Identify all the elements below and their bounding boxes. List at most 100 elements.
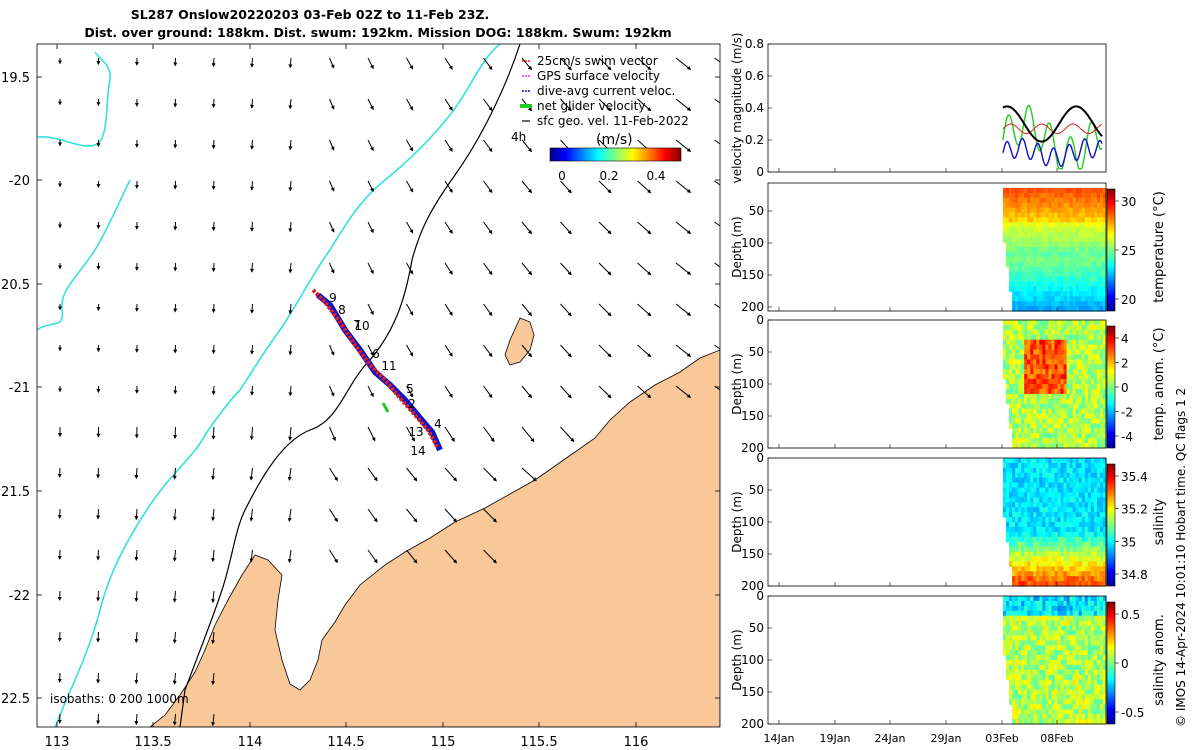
heatmap-cell: [1057, 222, 1062, 228]
heatmap-cell: [1075, 566, 1080, 572]
colorbar-tick-label: 30: [1121, 195, 1136, 209]
heatmap-cell: [1081, 551, 1086, 558]
heatmap-cell: [1090, 492, 1095, 498]
heatmap-cell: [1087, 507, 1092, 513]
heatmap-cell: [1027, 660, 1031, 666]
heatmap-cell: [1051, 349, 1056, 356]
heatmap-cell: [1045, 423, 1050, 429]
heatmap-cell: [1099, 197, 1104, 204]
heatmap-cell: [1099, 458, 1104, 464]
velocity-arrow: [367, 303, 374, 316]
heatmap-cell: [1057, 423, 1062, 429]
heatmap-cell: [1042, 522, 1047, 528]
heatmap-cell: [1048, 359, 1053, 365]
heatmap-cell: [1006, 354, 1010, 360]
heatmap-cell: [1030, 359, 1034, 365]
heatmap-cell: [1084, 497, 1089, 503]
heatmap-cell: [1078, 645, 1083, 651]
heatmap-cell: [1018, 339, 1022, 346]
heatmap-cell: [1069, 541, 1074, 548]
heatmap-cell: [1054, 531, 1059, 538]
heatmap-cell: [1042, 640, 1047, 646]
heatmap-cell: [1066, 398, 1071, 405]
velocity-arrow: [211, 631, 216, 645]
heatmap-cell: [1066, 635, 1071, 641]
heatmap-cell: [1003, 369, 1007, 375]
heatmap-cell: [1012, 605, 1016, 612]
heatmap-cell: [1009, 359, 1013, 365]
heatmap-cell: [1084, 522, 1089, 528]
heatmap-cell: [1099, 276, 1104, 283]
heatmap-cell: [1066, 261, 1071, 268]
heatmap-cell: [1069, 261, 1074, 268]
heatmap-cell: [1030, 655, 1034, 661]
heatmap-cell: [1033, 266, 1037, 273]
heatmap-cell: [1006, 251, 1010, 258]
heatmap-cell: [1024, 306, 1028, 312]
heatmap-cell: [1024, 531, 1028, 538]
heatmap-cell: [1015, 242, 1019, 248]
heatmap-cell: [1075, 546, 1080, 553]
heatmap-cell: [1030, 462, 1034, 469]
heatmap-cell: [1078, 374, 1083, 380]
heatmap-cell: [1039, 207, 1043, 214]
heatmap-cell: [1012, 379, 1016, 385]
heatmap-cell: [1027, 645, 1031, 651]
heatmap-cell: [1102, 320, 1107, 326]
heatmap-cell: [1012, 576, 1016, 582]
heatmap-cell: [1042, 561, 1047, 567]
heatmap-cell: [1099, 487, 1104, 494]
heatmap-cell: [1033, 694, 1037, 700]
heatmap-cell: [1075, 596, 1080, 602]
heatmap-cell: [1057, 719, 1062, 725]
heatmap-cell: [1042, 620, 1047, 627]
heatmap-cell: [1096, 261, 1101, 268]
heatmap-cell: [1054, 359, 1059, 365]
heatmap-cell: [1042, 286, 1047, 292]
heatmap-cell: [1042, 536, 1047, 543]
heatmap-cell: [1093, 433, 1098, 439]
heatmap-cell: [1006, 635, 1010, 641]
heatmap-cell: [1102, 324, 1107, 331]
heatmap-cell: [1072, 576, 1077, 582]
heatmap-cell: [1084, 517, 1089, 523]
heatmap-cell: [1051, 669, 1056, 676]
heatmap-cell: [1063, 398, 1068, 405]
velocity-arrow: [714, 57, 720, 63]
heatmap-cell: [1033, 630, 1037, 636]
heatmap-cell: [1024, 251, 1028, 258]
heatmap-cell: [1072, 433, 1077, 439]
heatmap-cell: [1078, 384, 1083, 390]
heatmap-cell: [1021, 472, 1025, 479]
heatmap-cell: [1057, 271, 1062, 278]
heatmap-cell: [1093, 291, 1098, 297]
panel-y-tick-label: 50: [749, 483, 764, 497]
heatmap-cell: [1057, 418, 1062, 424]
heatmap-cell: [1036, 625, 1040, 632]
heatmap-cell: [1006, 605, 1010, 612]
heatmap-cell: [1024, 600, 1028, 607]
heatmap-cell: [1051, 502, 1056, 508]
heatmap-cell: [1072, 398, 1077, 405]
heatmap-cell: [1075, 291, 1080, 297]
heatmap-cell: [1084, 714, 1089, 720]
heatmap-cell: [1018, 492, 1022, 498]
heatmap-cell: [1009, 669, 1013, 676]
heatmap-cell: [1063, 438, 1068, 444]
heatmap-cell: [1081, 581, 1086, 587]
heatmap-cell: [1006, 655, 1010, 661]
heatmap-cell: [1027, 251, 1031, 258]
heatmap-cell: [1054, 699, 1059, 705]
heatmap-cell: [1039, 197, 1043, 204]
heatmap-cell: [1027, 546, 1031, 553]
heatmap-cell: [1084, 699, 1089, 705]
heatmap-cell: [1054, 472, 1059, 479]
heatmap-cell: [1021, 679, 1025, 686]
heatmap-cell: [1081, 694, 1086, 700]
heatmap-cell: [1072, 306, 1077, 312]
heatmap-cell: [1096, 232, 1101, 238]
heatmap-cell: [1069, 512, 1074, 518]
heatmap-cell: [1075, 374, 1080, 380]
heatmap-cell: [1024, 581, 1028, 587]
heatmap-cell: [1057, 482, 1062, 489]
